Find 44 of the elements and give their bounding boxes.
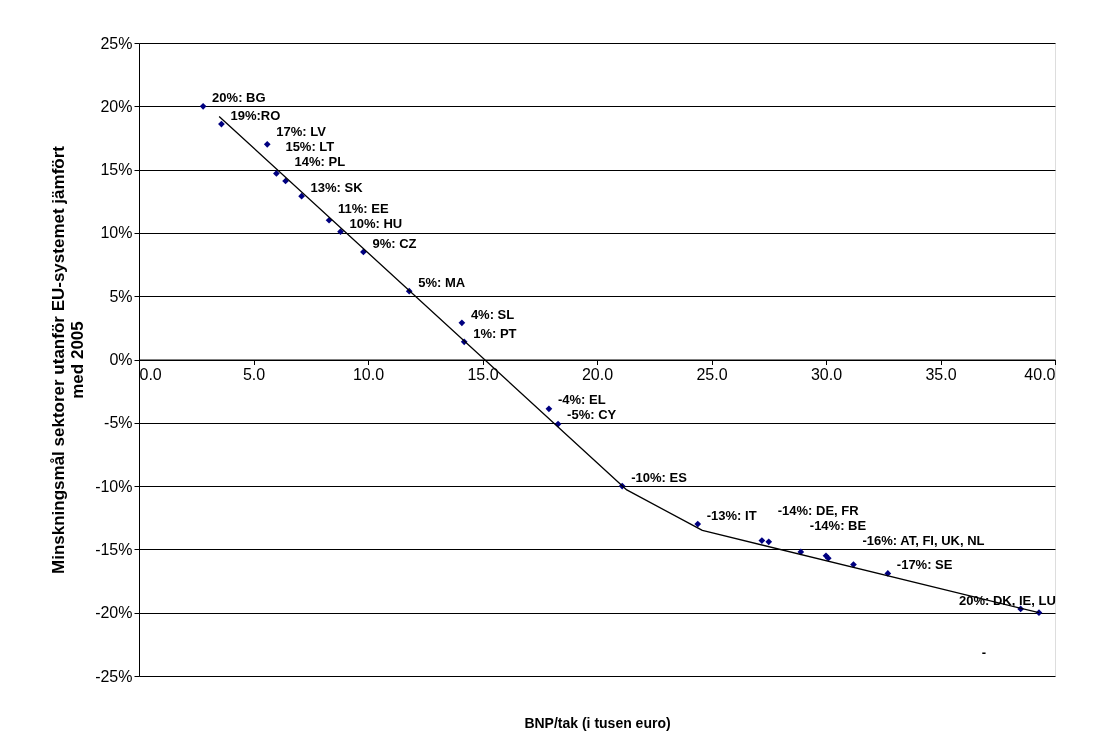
- annotation: -16%: AT, FI, UK, NL: [862, 533, 985, 549]
- y-tick-label: -10%: [95, 477, 133, 495]
- annotation: -: [981, 644, 987, 660]
- x-tick-label: 0.0: [139, 366, 162, 383]
- x-tick-label: 10.0: [352, 366, 385, 383]
- annotation: 5%: MA: [418, 275, 466, 291]
- annotation: 13%: SK: [310, 180, 364, 196]
- y-tick-label: -25%: [95, 667, 133, 685]
- annotation: 20%: BG: [212, 90, 266, 106]
- y-tick-label: -15%: [95, 540, 133, 558]
- annotation: -10%: ES: [631, 470, 688, 486]
- x-tick-label: 15.0: [467, 366, 499, 383]
- y-axis-title: Minskningsmål sektorer utanför EU-systemet jämfört med 2005: [49, 145, 88, 574]
- annotation: 15%: LT: [285, 138, 335, 154]
- y-tick-label: 10%: [100, 224, 133, 242]
- annotation: 10%: HU: [349, 215, 403, 231]
- y-tick-label: 15%: [100, 161, 133, 179]
- annotation: 14%: PL: [294, 153, 346, 169]
- y-tick-label: 0%: [109, 351, 133, 368]
- x-tick-label: 25.0: [696, 366, 728, 383]
- x-tick-label: 5.0: [242, 366, 266, 383]
- annotation: 1%: PT: [473, 325, 517, 341]
- y-tick-label: 25%: [100, 34, 133, 52]
- x-tick-label: 30.0: [810, 366, 843, 383]
- annotation: 9%: CZ: [372, 235, 417, 251]
- annotation: 17%: LV: [276, 123, 327, 139]
- annotation: -13%: IT: [706, 508, 757, 524]
- x-tick-label: 40.0: [1024, 366, 1056, 383]
- y-tick-label: -5%: [104, 414, 133, 432]
- y-tick-label: -20%: [95, 604, 133, 622]
- x-tick-label: 20.0: [581, 366, 614, 383]
- annotation: 19%:RO: [230, 108, 281, 124]
- annotation: -17%: SE: [896, 557, 953, 573]
- y-tick-label: 5%: [109, 287, 133, 305]
- annotation: -4%: EL: [557, 391, 606, 407]
- annotation: -14%: DE, FR: [777, 503, 860, 519]
- annotation: 4%: SL: [470, 306, 515, 322]
- x-axis-title: BNP/tak (i tusen euro): [524, 714, 671, 731]
- x-tick-label: 35.0: [925, 366, 957, 383]
- y-tick-label: 20%: [100, 97, 133, 115]
- annotation: -5%: CY: [567, 406, 617, 422]
- annotation: 20%: DK, IE, LU: [959, 592, 1056, 608]
- annotation: 11%: EE: [338, 200, 389, 216]
- annotation: -14%: BE: [809, 518, 867, 534]
